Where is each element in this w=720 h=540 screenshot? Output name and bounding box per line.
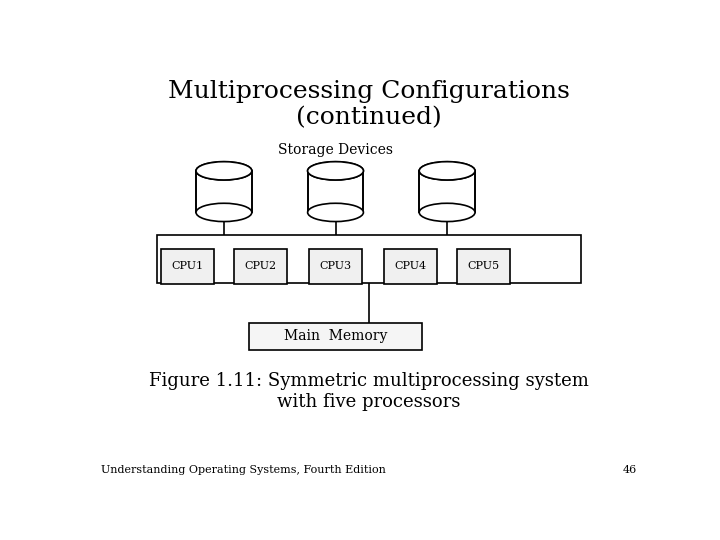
Ellipse shape bbox=[196, 161, 252, 180]
FancyBboxPatch shape bbox=[307, 171, 364, 212]
Text: CPU1: CPU1 bbox=[171, 261, 204, 272]
Text: Storage Devices: Storage Devices bbox=[278, 143, 393, 157]
Text: CPU2: CPU2 bbox=[244, 261, 276, 272]
FancyBboxPatch shape bbox=[161, 249, 214, 284]
Text: CPU4: CPU4 bbox=[395, 261, 427, 272]
Ellipse shape bbox=[196, 203, 252, 221]
Ellipse shape bbox=[307, 161, 364, 180]
FancyBboxPatch shape bbox=[249, 322, 422, 349]
FancyBboxPatch shape bbox=[457, 249, 510, 284]
Text: Multiprocessing Configurations
(continued): Multiprocessing Configurations (continue… bbox=[168, 79, 570, 129]
FancyBboxPatch shape bbox=[157, 235, 581, 283]
FancyBboxPatch shape bbox=[309, 249, 362, 284]
Ellipse shape bbox=[196, 161, 252, 180]
Text: Figure 1.11: Symmetric multiprocessing system
with five processors: Figure 1.11: Symmetric multiprocessing s… bbox=[149, 372, 589, 410]
FancyBboxPatch shape bbox=[196, 171, 252, 212]
Ellipse shape bbox=[419, 161, 475, 180]
FancyBboxPatch shape bbox=[419, 171, 475, 212]
Ellipse shape bbox=[307, 161, 364, 180]
Text: CPU3: CPU3 bbox=[320, 261, 351, 272]
Text: Main  Memory: Main Memory bbox=[284, 329, 387, 343]
Ellipse shape bbox=[419, 161, 475, 180]
FancyBboxPatch shape bbox=[384, 249, 437, 284]
FancyBboxPatch shape bbox=[234, 249, 287, 284]
Text: Understanding Operating Systems, Fourth Edition: Understanding Operating Systems, Fourth … bbox=[101, 465, 386, 475]
Ellipse shape bbox=[307, 203, 364, 221]
Ellipse shape bbox=[419, 203, 475, 221]
Text: CPU5: CPU5 bbox=[467, 261, 500, 272]
Text: 46: 46 bbox=[623, 465, 637, 475]
